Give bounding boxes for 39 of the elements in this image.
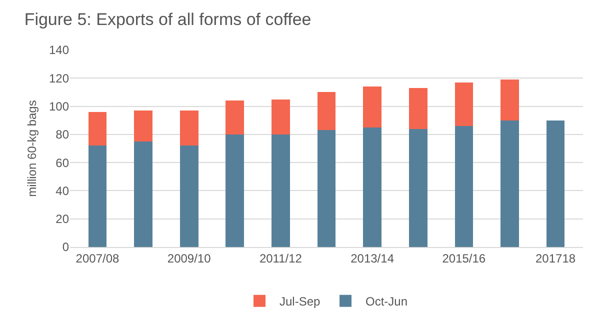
y-tick-label: 80 bbox=[56, 128, 70, 142]
y-axis-title: million 60-kg bags bbox=[25, 100, 39, 197]
bar bbox=[272, 99, 290, 134]
y-tick-label: 40 bbox=[56, 184, 70, 198]
bar bbox=[408, 88, 428, 129]
x-tick-label: 201718 bbox=[535, 251, 576, 266]
y-tick-label: 120 bbox=[48, 71, 70, 86]
chart-title: Figure 5: Exports of all forms of coffee bbox=[24, 10, 312, 30]
bar bbox=[226, 134, 244, 247]
bar bbox=[317, 130, 336, 247]
bar bbox=[134, 141, 152, 247]
bar bbox=[546, 120, 565, 247]
bar bbox=[363, 86, 382, 128]
bar bbox=[88, 146, 107, 247]
x-tick-label: 2007/08 bbox=[76, 251, 120, 266]
bar bbox=[226, 100, 244, 134]
x-tick-label: 2013/14 bbox=[350, 251, 394, 266]
bar bbox=[500, 120, 519, 247]
legend-label: Oct-Jun bbox=[366, 294, 408, 309]
y-tick-label: 20 bbox=[56, 212, 70, 226]
y-tick-label: 140 bbox=[48, 43, 70, 58]
bar bbox=[363, 127, 382, 247]
bar bbox=[180, 110, 198, 146]
x-tick-label: 2015/16 bbox=[442, 251, 486, 266]
bar bbox=[454, 82, 474, 126]
bar bbox=[88, 112, 107, 146]
legend-label: Jul-Sep bbox=[280, 294, 321, 309]
bar bbox=[317, 92, 336, 130]
bar bbox=[408, 128, 428, 247]
bar bbox=[134, 110, 152, 142]
x-tick-label: 2009/10 bbox=[167, 251, 212, 266]
x-tick-label: 2011/12 bbox=[259, 251, 302, 266]
y-tick-label: 0 bbox=[62, 240, 70, 254]
bar bbox=[180, 146, 198, 247]
bar bbox=[272, 134, 290, 247]
y-tick-label: 60 bbox=[56, 156, 70, 170]
y-tick-label: 100 bbox=[48, 99, 70, 114]
bar bbox=[454, 126, 474, 247]
bar bbox=[500, 80, 519, 120]
